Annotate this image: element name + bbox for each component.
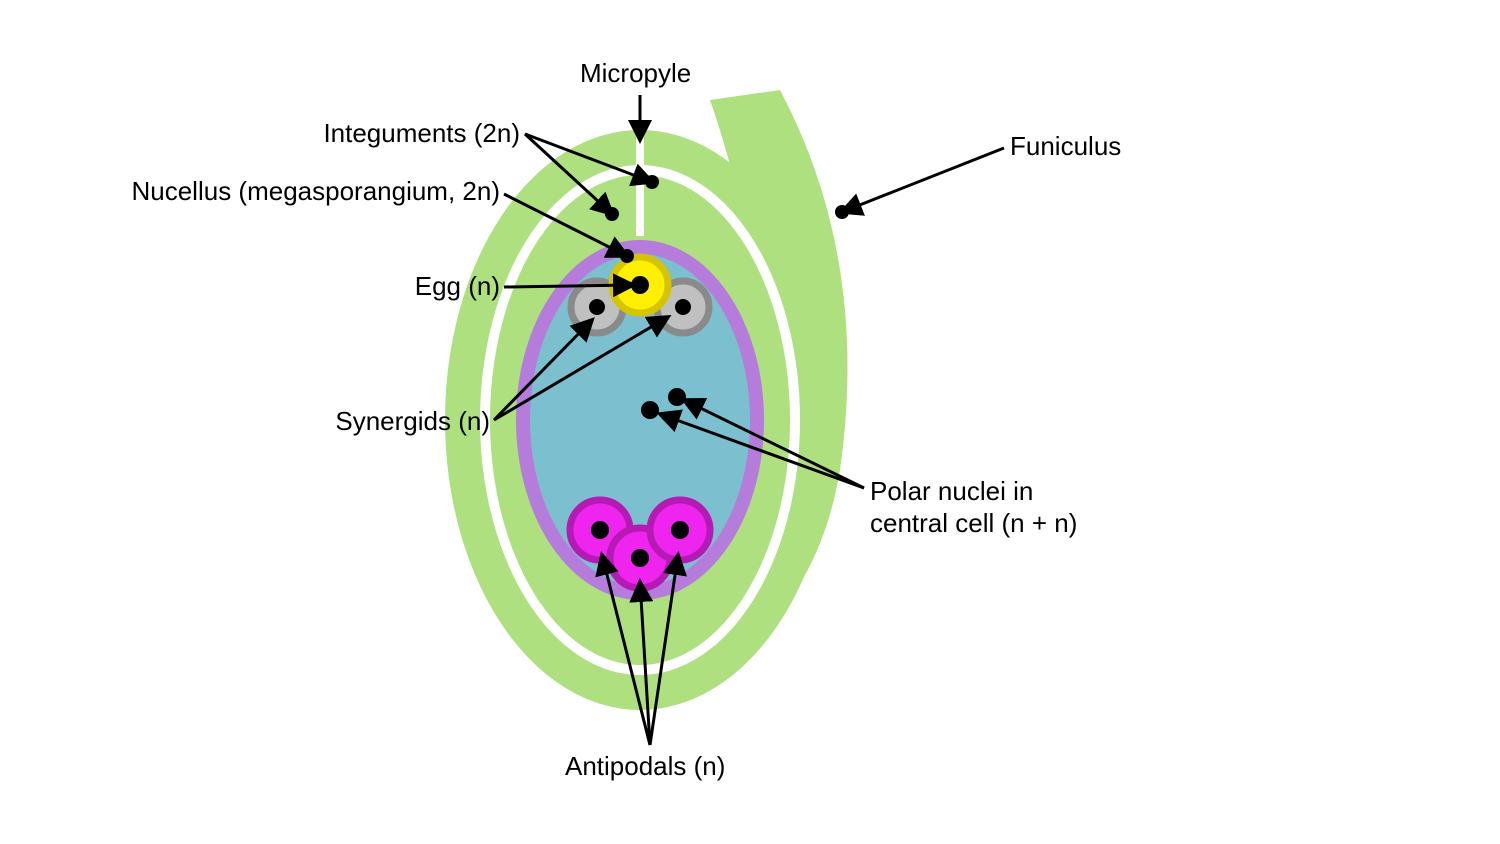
label-integuments: Integuments (2n) [323, 118, 520, 148]
pointer-nucellus-0-dot [620, 249, 634, 263]
label-nucellus: Nucellus (megasporangium, 2n) [131, 176, 500, 206]
pointer-funiculus-0 [842, 148, 1004, 212]
label-polar-l2: central cell (n + n) [870, 508, 1077, 538]
pointer-integuments-1-dot [605, 207, 619, 221]
pointer-integuments-0-dot [645, 175, 659, 189]
polar-nucleus-2 [668, 388, 686, 406]
pointer-funiculus-0-dot [835, 205, 849, 219]
label-egg: Egg (n) [415, 271, 500, 301]
egg-cell-nucleus [631, 276, 649, 294]
antipodal-2-nucleus [631, 549, 649, 567]
label-polar-l1: Polar nuclei in [870, 476, 1033, 506]
polar-nucleus-1 [641, 401, 659, 419]
ovule-diagram: Micropyle Integuments (2n) Nucellus (meg… [0, 0, 1500, 844]
label-synergids: Synergids (n) [335, 406, 490, 436]
label-funiculus: Funiculus [1010, 131, 1121, 161]
label-micropyle: Micropyle [580, 58, 691, 88]
antipodal-3-nucleus [671, 521, 689, 539]
antipodal-1-nucleus [591, 521, 609, 539]
synergid-1-nucleus [589, 299, 605, 315]
pointer-egg-0 [504, 285, 633, 287]
label-antipodals: Antipodals (n) [565, 751, 725, 781]
synergid-2-nucleus [675, 299, 691, 315]
micropyle-slit [636, 128, 644, 236]
